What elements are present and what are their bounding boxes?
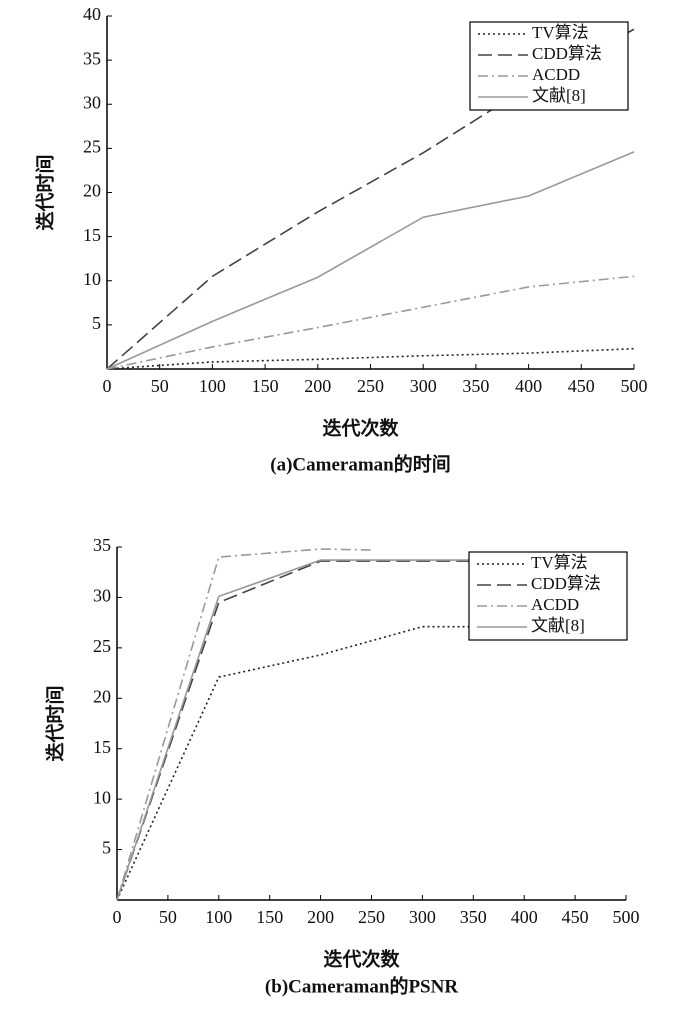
x-tick-label: 0 [113, 907, 122, 927]
y-tick-label: 35 [83, 48, 101, 68]
legend-label: ACDD [532, 65, 580, 84]
series-line [116, 560, 474, 901]
y-tick-label: 5 [92, 313, 101, 333]
y-tick-label: 20 [93, 686, 111, 706]
x-tick-label: 200 [307, 907, 334, 927]
y-tick-label: 15 [83, 225, 101, 245]
y-tick-label: 40 [83, 4, 101, 24]
series-line [116, 548, 372, 901]
y-tick-label: 35 [93, 535, 111, 555]
x-tick-label: 350 [462, 376, 489, 396]
y-axis-label: 迭代时间 [44, 685, 66, 761]
legend-box [469, 21, 629, 111]
series-line [106, 275, 635, 370]
legend-label: CDD算法 [532, 44, 602, 63]
x-tick-label: 500 [621, 376, 648, 396]
x-tick-label: 200 [304, 376, 331, 396]
legend-box [468, 551, 628, 641]
x-tick-label: 100 [199, 376, 226, 396]
legend-label: CDD算法 [531, 574, 601, 593]
x-tick-label: 300 [410, 376, 437, 396]
x-tick-label: 450 [568, 376, 595, 396]
y-tick-label: 25 [83, 137, 101, 157]
x-tick-label: 50 [151, 376, 169, 396]
legend-label: TV算法 [532, 23, 589, 42]
x-tick-label: 250 [358, 907, 385, 927]
chart-title: (a)Cameraman的时间 [270, 452, 450, 475]
x-tick-label: 100 [205, 907, 232, 927]
legend-label: ACDD [531, 595, 579, 614]
y-tick-label: 5 [102, 838, 111, 858]
chart-title: (b)Cameraman的PSNR [265, 974, 458, 997]
legend: TV算法 CDD算法 ACDD 文献[8] [469, 21, 629, 111]
y-tick-label: 25 [93, 636, 111, 656]
legend: TV算法 CDD算法 ACDD 文献[8] [468, 551, 628, 641]
x-tick-label: 500 [613, 907, 640, 927]
x-tick-label: 250 [357, 376, 384, 396]
legend-label: TV算法 [531, 553, 588, 572]
y-tick-label: 15 [93, 737, 111, 757]
series-line [106, 151, 635, 370]
series-line [116, 625, 474, 901]
x-tick-label: 400 [515, 376, 542, 396]
x-tick-label: 300 [409, 907, 436, 927]
x-tick-label: 150 [252, 376, 279, 396]
y-tick-label: 30 [83, 92, 101, 112]
y-axis-label: 迭代时间 [34, 154, 56, 230]
y-tick-label: 30 [93, 586, 111, 606]
x-tick-label: 400 [511, 907, 538, 927]
series-line [116, 559, 474, 901]
y-tick-label: 10 [93, 787, 111, 807]
legend-label: 文献[8] [531, 616, 585, 635]
x-axis-label: 迭代次数 [322, 416, 399, 439]
x-tick-label: 450 [562, 907, 589, 927]
x-tick-label: 50 [159, 907, 177, 927]
x-tick-label: 0 [103, 376, 112, 396]
x-tick-label: 150 [256, 907, 283, 927]
y-tick-label: 20 [83, 181, 101, 201]
y-tick-label: 10 [83, 269, 101, 289]
x-tick-label: 350 [460, 907, 487, 927]
x-axis-label: 迭代次数 [323, 947, 400, 970]
legend-label: 文献[8] [532, 86, 586, 105]
